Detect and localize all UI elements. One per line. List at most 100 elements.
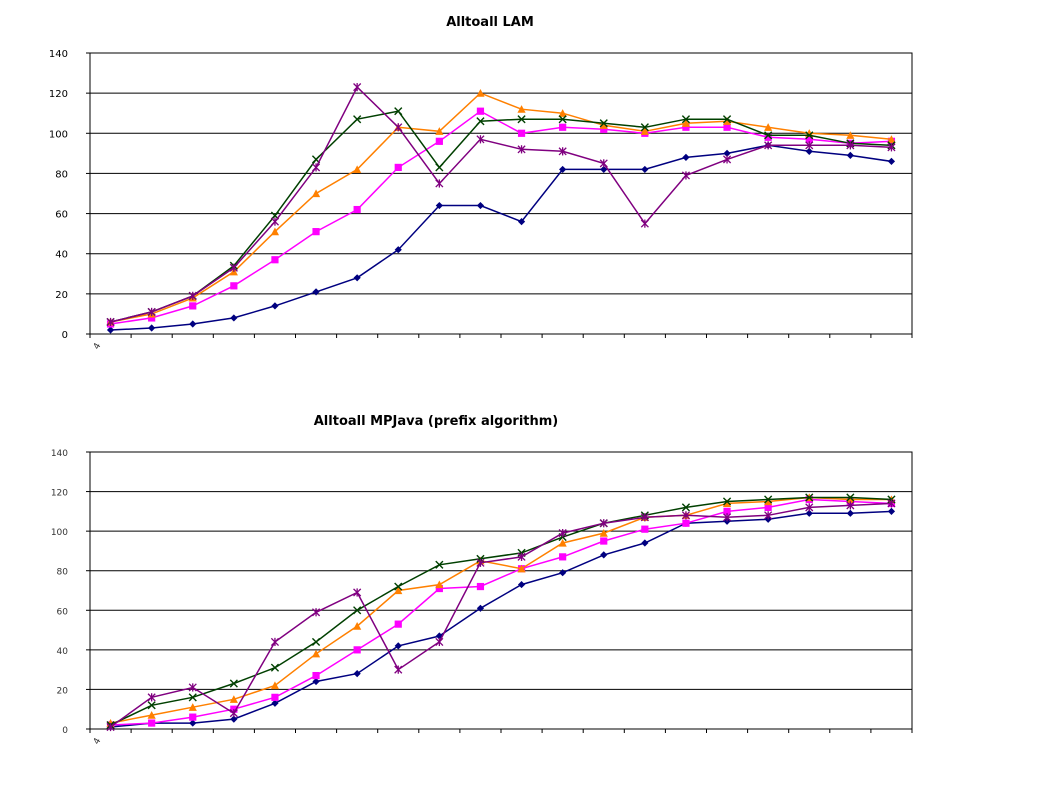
data-point (189, 302, 197, 310)
data-point (722, 115, 732, 124)
data-point (312, 228, 320, 236)
data-point (353, 83, 362, 92)
series-4 (106, 107, 896, 327)
data-point (722, 117, 732, 125)
data-point (681, 503, 691, 512)
data-point (394, 107, 403, 116)
data-point (394, 123, 403, 132)
data-point (394, 246, 402, 254)
data-point (148, 324, 156, 332)
data-point (189, 719, 197, 727)
data-point (722, 499, 732, 508)
data-point-stroke (270, 211, 280, 220)
data-point (271, 699, 279, 707)
data-point (394, 582, 403, 591)
data-point (517, 129, 526, 137)
series-1 (106, 141, 896, 334)
data-point (640, 127, 649, 135)
data-point-stroke (722, 115, 732, 124)
data-point (805, 147, 813, 155)
y-tick-label: 0 (62, 726, 68, 736)
data-point (599, 519, 608, 528)
data-point (435, 137, 443, 145)
data-point (435, 201, 443, 210)
data-point (435, 560, 444, 569)
data-point (476, 558, 485, 567)
data-point (311, 637, 321, 647)
data-point (435, 584, 443, 593)
data-point (641, 539, 649, 547)
data-point (353, 622, 362, 630)
data-point (599, 121, 608, 129)
y-tick-label: 100 (49, 129, 68, 140)
data-point (271, 256, 279, 264)
data-point-stroke (394, 107, 403, 116)
series-line (110, 85, 892, 323)
data-point-stroke (517, 115, 526, 124)
data-point (681, 115, 691, 124)
data-point (723, 123, 731, 131)
data-point-stroke (846, 493, 855, 502)
data-point (311, 608, 321, 617)
data-point (559, 123, 567, 131)
data-point (230, 715, 238, 723)
data-point (682, 519, 690, 527)
y-tick-label: 40 (57, 647, 69, 657)
data-point (682, 153, 690, 161)
data-point (271, 693, 279, 701)
data-point-stroke (599, 119, 608, 128)
x-axis: 4 (89, 334, 913, 352)
data-point (188, 291, 197, 300)
data-point (353, 165, 362, 174)
chart-alltoall-mpjava: Alltoall MPJava (prefix algorithm) 0 20 40… (51, 414, 913, 747)
data-point (270, 637, 280, 647)
data-point (517, 552, 526, 561)
series-line (110, 498, 892, 726)
data-point (517, 105, 526, 113)
data-point (312, 288, 320, 296)
data-point (887, 499, 896, 508)
data-point (517, 145, 526, 154)
data-point (394, 163, 402, 172)
data-point (147, 307, 156, 317)
data-point (640, 219, 649, 228)
data-point (188, 693, 197, 702)
series-line (110, 144, 892, 331)
data-point-stroke (681, 115, 691, 124)
data-point (147, 693, 156, 702)
y-tick-label: 120 (51, 489, 68, 499)
data-point (640, 513, 649, 522)
data-point (148, 314, 156, 322)
data-point (476, 107, 485, 115)
data-point (435, 179, 444, 188)
data-point (394, 586, 403, 595)
data-point (229, 263, 238, 272)
data-point (558, 147, 567, 156)
y-tick-label: 80 (57, 568, 69, 578)
data-point-stroke (435, 560, 444, 569)
data-point (722, 497, 732, 506)
series-4 (106, 493, 896, 730)
data-point (476, 582, 485, 591)
data-point-stroke (681, 503, 691, 512)
series-line (110, 510, 892, 728)
y-tick-label: 100 (51, 528, 68, 538)
series-line (110, 496, 892, 724)
data-point (846, 151, 854, 159)
y-axis: 0 20 40 60 80 100 120 140 (51, 449, 90, 736)
data-point (641, 165, 649, 174)
y-axis: 0 20 40 60 80 100 120 140 (49, 49, 90, 341)
data-point (270, 663, 280, 672)
data-point (271, 302, 279, 310)
data-point-stroke (764, 495, 773, 504)
data-point (558, 538, 567, 547)
data-point (270, 217, 280, 226)
data-point (517, 115, 526, 124)
data-point-stroke (764, 131, 773, 140)
data-point (311, 189, 321, 198)
data-point (805, 503, 814, 512)
y-tick-label: 60 (57, 607, 69, 617)
data-point (599, 119, 608, 128)
data-point (353, 274, 361, 282)
data-point (353, 646, 361, 654)
